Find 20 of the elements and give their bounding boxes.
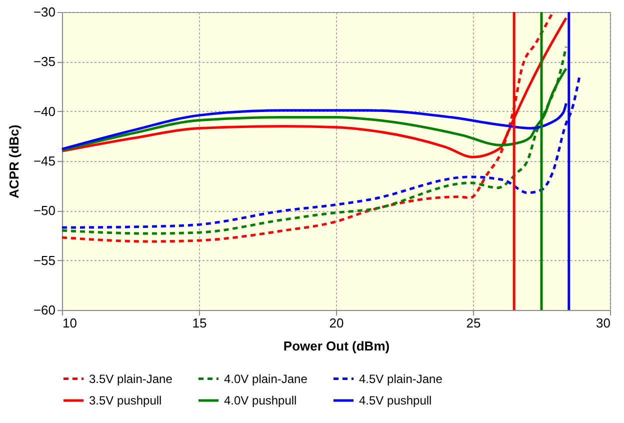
legend-label: 4.0V plain-Jane: [224, 372, 308, 386]
y-tick-label: −50: [33, 203, 56, 218]
y-tick-label: −40: [33, 104, 56, 119]
legend-label: 3.5V pushpull: [89, 394, 162, 408]
y-tick-label: −30: [33, 4, 56, 20]
legend-label: 4.5V pushpull: [359, 394, 432, 408]
legend-label: 3.5V plain-Jane: [89, 372, 173, 386]
x-tick-label: 25: [466, 316, 481, 330]
y-axis-title: ACPR (dBc): [6, 124, 22, 198]
y-tick-label: −60: [33, 302, 56, 318]
y-tick-label: −35: [33, 54, 56, 70]
legend-label: 4.5V plain-Jane: [359, 372, 443, 386]
x-tick-label: 20: [329, 316, 344, 330]
x-tick-label: 30: [596, 316, 610, 330]
x-tick-label: 15: [192, 316, 207, 330]
legend-label: 4.0V pushpull: [224, 394, 297, 408]
y-tick-label: −55: [33, 252, 56, 268]
x-axis-title: Power Out (dBm): [283, 338, 390, 354]
x-tick-label: 10: [62, 316, 77, 330]
y-tick-label: −45: [33, 154, 56, 168]
